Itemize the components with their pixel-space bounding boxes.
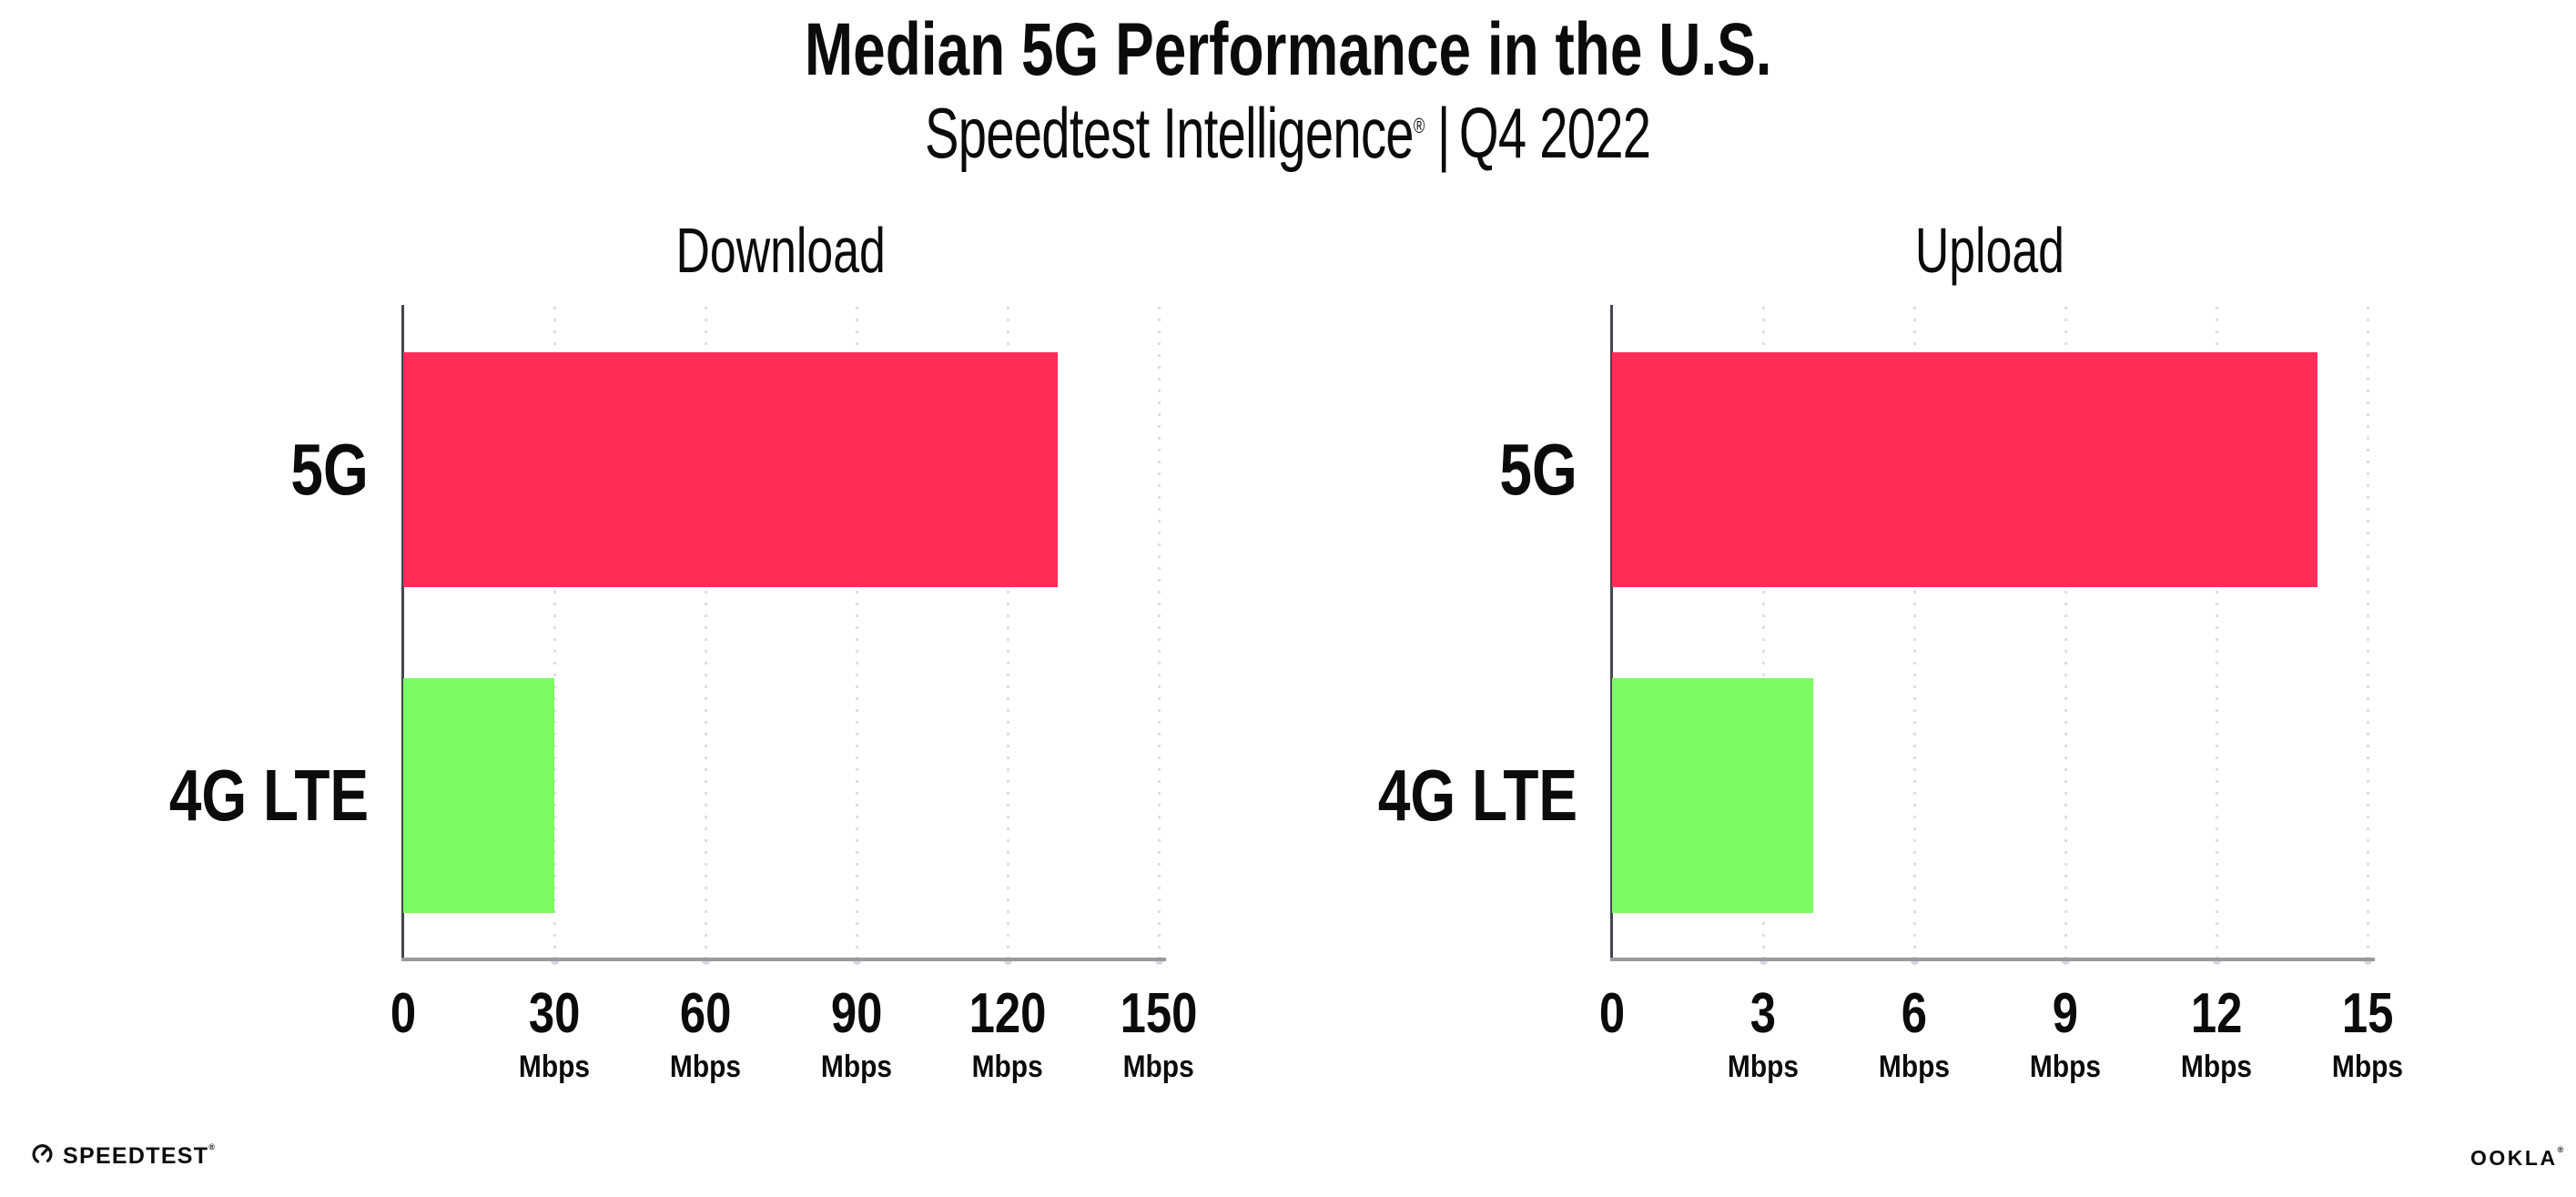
speedtest-gauge-icon (30, 1141, 55, 1171)
registered-trademark-icon: ® (1414, 114, 1425, 137)
registered-trademark-icon: ® (208, 1141, 217, 1151)
subtitle-brand: Speedtest Intelligence (925, 93, 1415, 173)
upload-chart: Upload 5G 4G LTE 0 3 Mbps 6 Mbps 9 (1378, 218, 2403, 1082)
x-tick: 30 Mbps (518, 982, 591, 1084)
x-axis-line (401, 958, 1166, 961)
y-axis-line (401, 305, 404, 960)
bar-4g-lte-download (403, 678, 554, 913)
ookla-logo: OOKLA® (2470, 1145, 2566, 1170)
x-tick: 60 Mbps (669, 982, 742, 1084)
category-label-5g: 5G (290, 429, 369, 510)
gridline (2363, 307, 2372, 965)
subtitle-separator: | (1437, 93, 1451, 173)
x-tick: 12 Mbps (2180, 982, 2253, 1084)
x-tick: 9 Mbps (2029, 982, 2102, 1084)
download-chart-title: Download (675, 215, 887, 286)
x-tick: 120 Mbps (969, 982, 1047, 1084)
x-tick: 0 (1598, 982, 1626, 1045)
page-title: Median 5G Performance in the U.S. (0, 8, 2576, 91)
y-axis-line (1610, 305, 1613, 960)
category-label-4g-lte: 4G LTE (1377, 755, 1577, 836)
x-tick: 15 Mbps (2331, 982, 2404, 1084)
x-tick: 150 Mbps (1120, 982, 1198, 1084)
x-axis-line (1610, 958, 2375, 961)
x-tick: 0 (390, 982, 417, 1045)
category-label-4g-lte: 4G LTE (168, 755, 369, 836)
page-subtitle: Speedtest Intelligence® | Q4 2022 (0, 93, 2576, 175)
download-chart: Download 5G 4G LTE 0 30 Mbps 60 Mbps (169, 218, 1198, 1082)
x-tick: 90 Mbps (820, 982, 893, 1084)
speedtest-logo: SPEEDTEST® (30, 1141, 216, 1171)
ookla-wordmark: OOKLA (2470, 1146, 2558, 1170)
subtitle-period: Q4 2022 (1459, 93, 1651, 173)
gridline (1154, 307, 1163, 965)
bar-5g-download (403, 352, 1059, 587)
category-label-5g: 5G (1499, 429, 1577, 510)
upload-chart-title: Upload (1914, 215, 2065, 286)
bar-4g-lte-upload (1612, 678, 1814, 913)
x-tick: 6 Mbps (1878, 982, 1951, 1084)
registered-trademark-icon: ® (2557, 1145, 2566, 1154)
page-subtitle-text: Speedtest Intelligence® | Q4 2022 (925, 93, 1651, 175)
speedtest-wordmark: SPEEDTEST® (63, 1141, 217, 1169)
page-title-text: Median 5G Performance in the U.S. (804, 8, 1772, 91)
x-tick: 3 Mbps (1727, 982, 1800, 1084)
bar-5g-upload (1612, 352, 2317, 587)
